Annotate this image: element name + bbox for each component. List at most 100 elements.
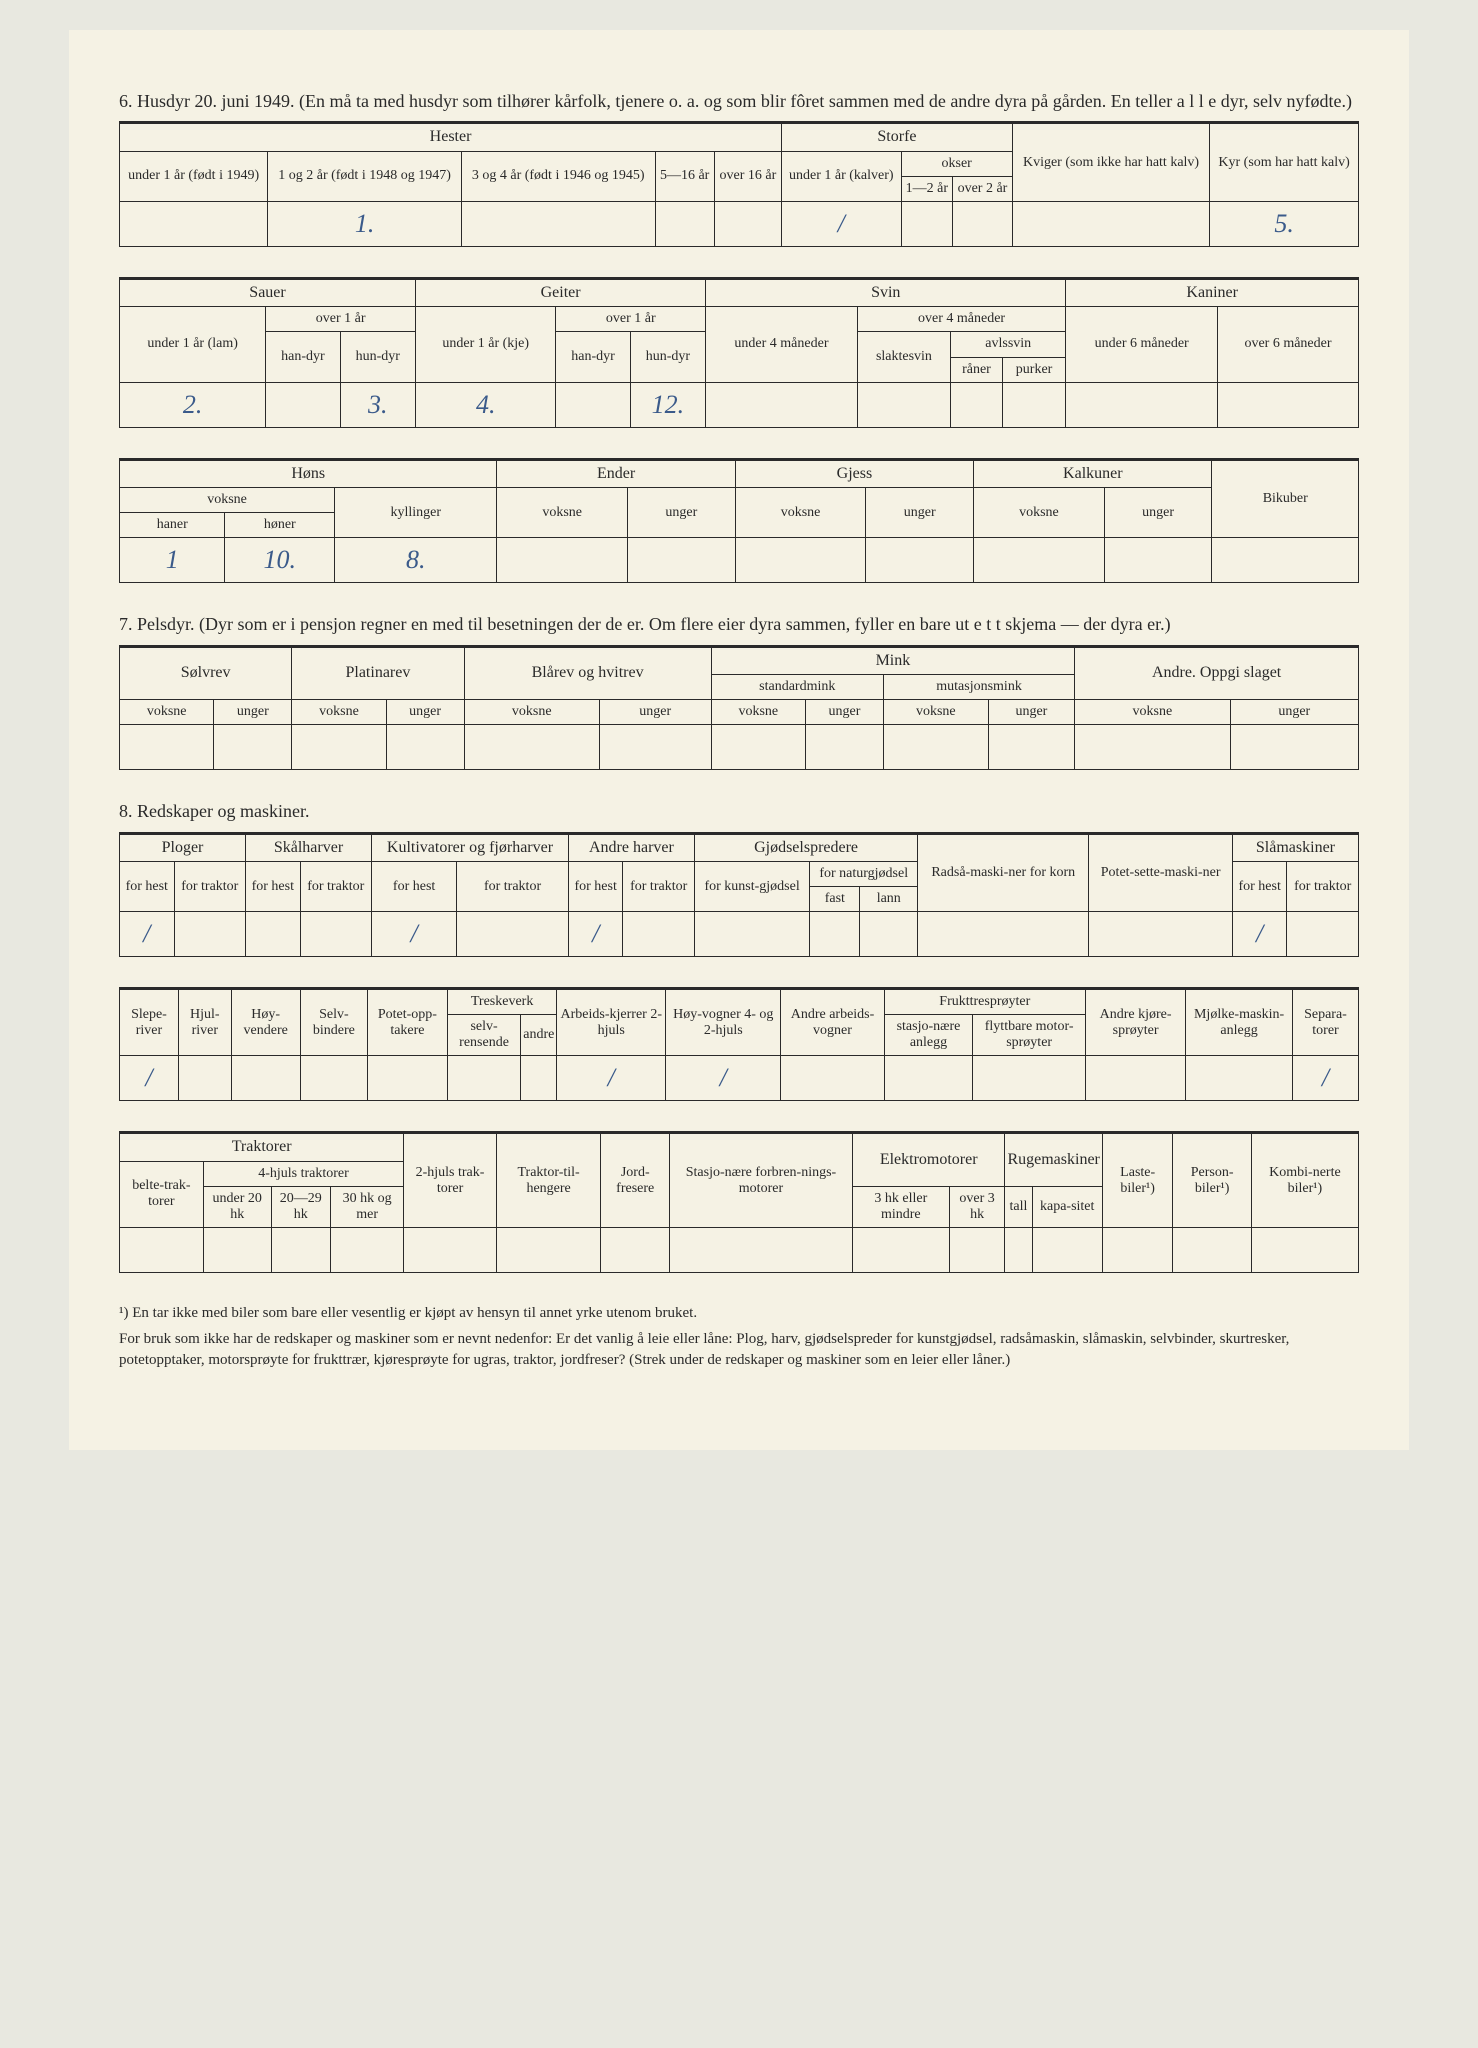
table-8b: Slepe-river Hjul-river Høy-vendere Selv-…: [119, 987, 1359, 1101]
cell: 12.: [630, 382, 705, 427]
cell: [330, 1228, 403, 1273]
cell: [857, 382, 950, 427]
cell: [951, 382, 1003, 427]
cell: [670, 1228, 853, 1273]
hdr-frukttre: Frukttresprøyter: [884, 989, 1085, 1015]
hdr-hk30: 30 hk og mer: [330, 1186, 403, 1227]
hdr-belte: belte-trak-torer: [120, 1161, 204, 1227]
section8-heading: 8. Redskaper og maskiner.: [119, 800, 1359, 823]
cell: [1287, 912, 1359, 957]
cell: [949, 1228, 1005, 1273]
hdr-sauer: Sauer: [120, 278, 416, 306]
cell: [203, 1228, 271, 1273]
hdr-hk2029: 20—29 hk: [271, 1186, 330, 1227]
hdr-solvrev: Sølvrev: [120, 646, 292, 699]
hdr-andrearbv: Andre arbeids-vogner: [781, 989, 884, 1056]
hdr-hest-516: 5—16 år: [655, 151, 714, 201]
hdr-svin-o4: over 4 måneder: [857, 307, 1066, 332]
hdr-okser-o2: over 2 år: [953, 176, 1013, 201]
cell: [974, 538, 1105, 583]
hdr-hester: Hester: [120, 123, 782, 151]
table-6a: Hester Storfe Kviger (som ikke har hatt …: [119, 121, 1359, 247]
cell: [496, 1228, 601, 1273]
hdr-radsa: Radså-maski-ner for korn: [918, 833, 1089, 912]
hdr-kalk-v: voksne: [974, 488, 1105, 538]
hdr-gjess-v: voksne: [735, 488, 866, 538]
cell: [271, 1228, 330, 1273]
cell: 1: [120, 538, 225, 583]
hdr-kyllinger: kyllinger: [335, 488, 497, 538]
hdr-hest-u1: under 1 år (født i 1949): [120, 151, 268, 201]
cell: [623, 912, 695, 957]
hdr-geiter: Geiter: [416, 278, 706, 306]
hdr-forhest: for hest: [372, 861, 457, 911]
cell: [810, 912, 860, 957]
hdr-v: voksne: [292, 700, 386, 725]
cell: [901, 201, 953, 246]
hdr-andre: andre: [521, 1015, 557, 1056]
cell: [231, 1056, 300, 1101]
cell: 10.: [225, 538, 335, 583]
hdr-sau-u1: under 1 år (lam): [120, 307, 266, 382]
cell: [852, 1228, 949, 1273]
hdr-kalk-u: unger: [1104, 488, 1212, 538]
hdr-platinarev: Platinarev: [292, 646, 464, 699]
hdr-mjolke: Mjølke-maskin-anlegg: [1186, 989, 1293, 1056]
hdr-potetopp: Potet-opp-takere: [368, 989, 448, 1056]
cell: [1230, 725, 1358, 770]
hdr-ender-v: voksne: [497, 488, 628, 538]
hdr-elektro: Elektromotorer: [852, 1133, 1005, 1186]
cell: [627, 538, 735, 583]
hdr-forkunst: for kunst-gjødsel: [694, 861, 809, 911]
cell: [1075, 725, 1230, 770]
table-6c: Høns Ender Gjess Kalkuner Bikuber voksne…: [119, 458, 1359, 584]
cell: [599, 725, 711, 770]
hdr-forhest: for hest: [1232, 861, 1287, 911]
cell: /: [666, 1056, 781, 1101]
hdr-kaniner: Kaniner: [1066, 278, 1359, 306]
hdr-ender: Ender: [497, 459, 735, 487]
hdr-kalkuner: Kalkuner: [974, 459, 1212, 487]
hdr-fortraktor: for traktor: [623, 861, 695, 911]
hdr-honer: høner: [225, 513, 335, 538]
hdr-raner: råner: [951, 357, 1003, 382]
hdr-purker: purker: [1002, 357, 1066, 382]
cell: [1005, 1228, 1032, 1273]
hdr-over3hk: over 3 hk: [949, 1186, 1005, 1227]
cell: [464, 725, 599, 770]
hdr-sau-hun: hun-dyr: [340, 332, 415, 382]
footnote: ¹) En tar ikke med biler som bare eller …: [119, 1303, 1359, 1323]
cell: [214, 725, 292, 770]
cell: [1212, 538, 1359, 583]
cell: [120, 1228, 204, 1273]
cell: [368, 1056, 448, 1101]
hdr-separa: Separa-torer: [1292, 989, 1358, 1056]
cell: [1104, 538, 1212, 583]
cell: [1002, 382, 1066, 427]
hdr-v: voksne: [883, 700, 988, 725]
cell: [1217, 382, 1358, 427]
hdr-stasjonaere: Stasjo-nære forbren-nings-motorer: [670, 1133, 853, 1228]
cell: [883, 725, 988, 770]
hdr-sleperiver: Slepe-river: [120, 989, 179, 1056]
cell: [1085, 1056, 1185, 1101]
hdr-kan-u6: under 6 måneder: [1066, 307, 1218, 382]
cell: /: [1292, 1056, 1358, 1101]
hdr-fortraktor: for traktor: [174, 861, 246, 911]
cell: /: [782, 201, 901, 246]
cell: 3.: [340, 382, 415, 427]
hdr-fornatur: for naturgjødsel: [810, 861, 918, 886]
cell: [714, 201, 781, 246]
hdr-selvbind: Selv-bindere: [300, 989, 367, 1056]
cell: [694, 912, 809, 957]
cell: [292, 725, 386, 770]
cell: [178, 1056, 231, 1101]
hdr-stdmink: standardmink: [711, 675, 883, 700]
hdr-hest-12: 1 og 2 år (født i 1948 og 1947): [268, 151, 462, 201]
cell: [1089, 912, 1233, 957]
hdr-mutmink: mutasjonsmink: [883, 675, 1074, 700]
hdr-hjuls2: 2-hjuls trak-torer: [404, 1133, 497, 1228]
cell: [461, 201, 655, 246]
cell: 2.: [120, 382, 266, 427]
hdr-potet: Potet-sette-maski-ner: [1089, 833, 1233, 912]
